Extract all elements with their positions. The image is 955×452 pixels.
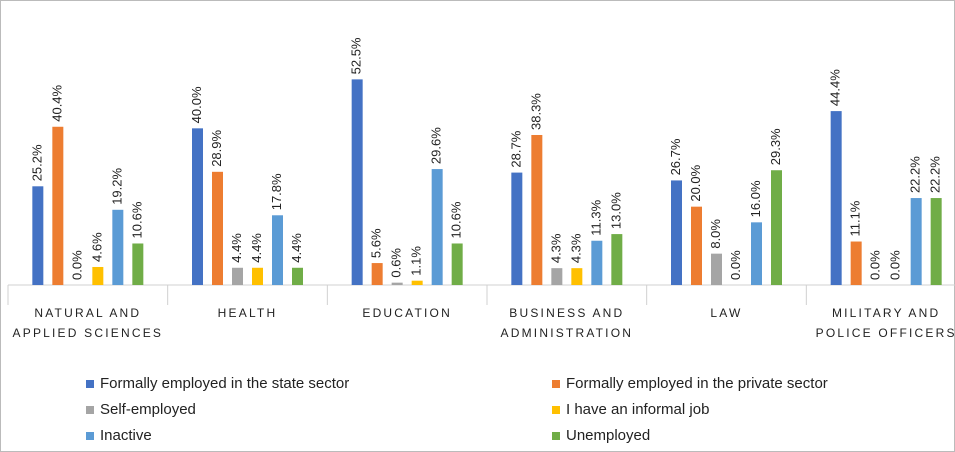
bar	[930, 198, 942, 285]
bar	[192, 128, 203, 285]
bar	[431, 169, 443, 285]
bar	[371, 263, 383, 285]
bar	[910, 198, 922, 285]
value-label: 29.3%	[768, 128, 783, 165]
bar	[232, 267, 243, 285]
bar	[52, 126, 64, 286]
value-label: 11.1%	[848, 200, 863, 236]
bar	[611, 234, 623, 285]
bar	[411, 280, 423, 285]
x-tick-label: NATURAL AND APPLIED SCIENCES	[12, 306, 164, 340]
value-label: 40.0%	[189, 86, 204, 123]
legend-label: Unemployed	[566, 427, 650, 444]
value-label: 0.6%	[389, 248, 404, 278]
value-label: 4.3%	[568, 233, 583, 263]
value-label: 13.0%	[608, 192, 623, 229]
value-label: 4.4%	[249, 233, 264, 263]
value-label: 0.0%	[868, 250, 883, 280]
legend-swatch	[552, 406, 560, 414]
value-label: 16.0%	[748, 180, 763, 217]
x-tick-label: BUSINESS AND ADMINISTRATION	[500, 306, 634, 340]
value-label: 10.6%	[129, 201, 144, 238]
bar	[591, 240, 603, 285]
bar	[92, 266, 104, 285]
value-label: 4.6%	[89, 232, 104, 262]
bar	[830, 111, 842, 285]
value-label: 0.0%	[69, 250, 84, 280]
bar	[451, 243, 463, 285]
legend-label: I have an informal job	[566, 401, 709, 418]
value-label: 4.3%	[548, 233, 563, 263]
legend-swatch	[86, 432, 94, 440]
value-label: 17.8%	[269, 173, 284, 210]
legend-label: Formally employed in the private sector	[566, 375, 828, 392]
bar	[272, 215, 283, 285]
x-tick-label: LAW	[710, 306, 743, 320]
legend-swatch	[86, 406, 94, 414]
bar	[292, 267, 303, 285]
value-label: 5.6%	[369, 228, 384, 258]
value-label: 25.2%	[29, 144, 44, 181]
bar	[571, 268, 583, 285]
x-tick-label: EDUCATION	[362, 306, 452, 320]
legend-swatch	[552, 432, 560, 440]
bar	[551, 268, 563, 285]
bar	[351, 79, 363, 285]
value-label: 8.0%	[708, 219, 723, 249]
value-label: 0.0%	[728, 250, 743, 280]
value-label: 10.6%	[449, 201, 464, 238]
value-label: 20.0%	[688, 164, 703, 201]
value-label: 22.2%	[908, 156, 923, 193]
value-label: 26.7%	[668, 138, 683, 175]
bar	[531, 134, 543, 285]
bar	[850, 241, 862, 285]
bar	[671, 180, 682, 285]
value-label: 4.4%	[229, 233, 244, 263]
value-label: 1.1%	[409, 246, 424, 276]
value-label: 11.3%	[588, 199, 603, 235]
value-label: 38.3%	[528, 93, 543, 130]
value-label: 52.5%	[349, 37, 364, 74]
bar	[691, 206, 702, 285]
bar	[751, 222, 762, 285]
value-label: 29.6%	[429, 127, 444, 164]
value-label: 40.4%	[49, 84, 64, 121]
bar	[252, 267, 263, 285]
x-tick-label: MILITARY AND POLICE OFFICERS	[815, 306, 955, 340]
bar	[132, 243, 144, 285]
bar	[511, 172, 523, 285]
bar	[391, 282, 403, 285]
value-label: 22.2%	[928, 156, 943, 193]
bar	[711, 253, 722, 285]
bar	[32, 186, 44, 285]
value-label: 44.4%	[828, 69, 843, 106]
legend-swatch	[552, 380, 560, 388]
legend-label: Inactive	[100, 427, 152, 444]
value-label: 28.7%	[508, 130, 523, 167]
bar	[771, 170, 782, 285]
value-label: 4.4%	[289, 233, 304, 263]
value-label: 19.2%	[109, 167, 124, 204]
legend-label: Self-employed	[100, 401, 196, 418]
bar	[212, 171, 223, 285]
x-tick-label: HEALTH	[217, 306, 278, 320]
bar	[112, 209, 124, 285]
value-label: 28.9%	[209, 130, 224, 167]
legend-label: Formally employed in the state sector	[100, 375, 349, 392]
value-label: 0.0%	[888, 250, 903, 280]
legend-swatch	[86, 380, 94, 388]
